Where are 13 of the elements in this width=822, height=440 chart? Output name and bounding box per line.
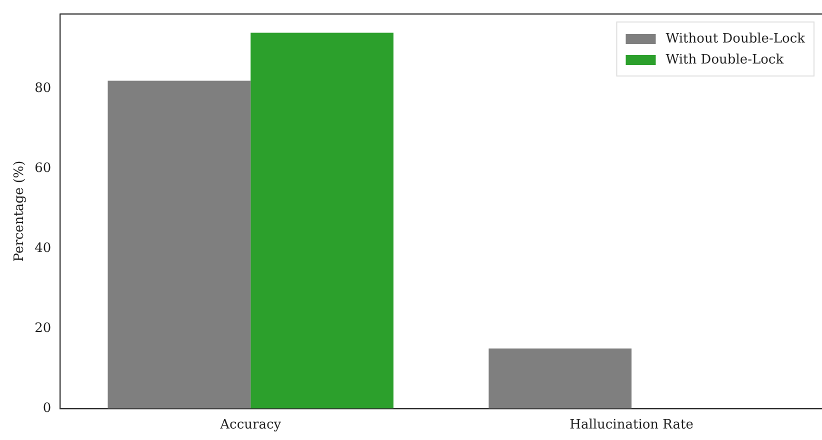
y-tick-label: 80 [34,81,52,96]
legend-label: Without Double-Lock [666,31,806,46]
bar [108,80,251,408]
x-tick-label: Accuracy [219,418,282,433]
y-tick-label: 40 [34,240,52,256]
y-tick-label: 20 [34,320,52,336]
legend-label: With Double-Lock [666,52,784,68]
y-tick-label: 60 [34,161,52,176]
y-tick-label: 0 [42,400,52,416]
bar [488,348,632,408]
x-tick-label: Hallucination Rate [570,418,694,433]
y-axis-title: Percentage (%) [12,160,28,262]
bar [250,32,394,408]
